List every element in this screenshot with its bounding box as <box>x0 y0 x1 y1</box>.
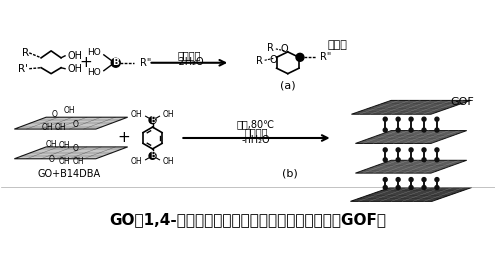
Text: GOF: GOF <box>451 97 475 107</box>
Text: B: B <box>297 53 303 62</box>
Circle shape <box>396 128 400 132</box>
Text: R": R" <box>320 52 331 62</box>
Text: 硼酸酯: 硼酸酯 <box>328 40 348 50</box>
Text: O: O <box>281 44 289 54</box>
Text: R: R <box>22 48 29 58</box>
Circle shape <box>422 117 426 121</box>
Text: O: O <box>51 110 57 119</box>
Text: OH: OH <box>54 123 66 132</box>
Circle shape <box>435 158 439 162</box>
Circle shape <box>396 186 400 189</box>
Text: OH: OH <box>131 157 142 166</box>
Polygon shape <box>352 100 471 114</box>
Circle shape <box>435 128 439 132</box>
Text: -nH₂O: -nH₂O <box>242 135 270 145</box>
Polygon shape <box>356 160 467 173</box>
Text: GO+B14DBA: GO+B14DBA <box>37 169 101 179</box>
Text: OH: OH <box>131 110 142 119</box>
Circle shape <box>422 158 426 162</box>
Circle shape <box>435 148 439 152</box>
Text: OH: OH <box>63 106 75 115</box>
Circle shape <box>435 117 439 121</box>
Circle shape <box>396 178 400 182</box>
Text: HO: HO <box>87 48 101 57</box>
Text: (b): (b) <box>282 169 298 179</box>
Circle shape <box>409 178 413 182</box>
Text: O: O <box>73 120 79 129</box>
Text: (a): (a) <box>280 81 296 90</box>
Circle shape <box>383 158 387 162</box>
Text: -2H₂O: -2H₂O <box>175 57 204 67</box>
Text: 甲醇,80℃: 甲醇,80℃ <box>237 119 275 129</box>
Circle shape <box>383 186 387 189</box>
Text: OH: OH <box>45 141 57 149</box>
Text: OH: OH <box>163 110 174 119</box>
Text: R: R <box>256 56 263 66</box>
Text: OH: OH <box>72 157 84 166</box>
Circle shape <box>435 186 439 189</box>
Circle shape <box>409 117 413 121</box>
Text: OH: OH <box>58 141 70 150</box>
Circle shape <box>396 117 400 121</box>
Text: O: O <box>270 55 277 65</box>
Text: O: O <box>73 144 79 153</box>
Circle shape <box>383 117 387 121</box>
Circle shape <box>149 117 156 124</box>
Circle shape <box>435 178 439 182</box>
Text: B: B <box>150 116 155 125</box>
Text: 共沸脱水: 共沸脱水 <box>178 50 201 60</box>
Circle shape <box>409 158 413 162</box>
Circle shape <box>149 152 156 159</box>
Circle shape <box>409 148 413 152</box>
Circle shape <box>396 148 400 152</box>
Text: O: O <box>48 155 54 164</box>
Text: OH: OH <box>163 157 174 166</box>
Polygon shape <box>14 117 127 129</box>
Text: +: + <box>118 131 130 145</box>
Text: R: R <box>267 43 274 53</box>
Circle shape <box>422 178 426 182</box>
Text: OH: OH <box>58 157 70 166</box>
Text: R': R' <box>18 64 28 74</box>
Polygon shape <box>356 131 467 144</box>
Circle shape <box>383 128 387 132</box>
Text: B: B <box>112 58 119 67</box>
Circle shape <box>422 186 426 189</box>
Circle shape <box>422 148 426 152</box>
Text: GO与1,4-苯二硼酸反应机理金额氧化石墨烯框架（GOF）: GO与1,4-苯二硼酸反应机理金额氧化石墨烯框架（GOF） <box>110 212 386 227</box>
Circle shape <box>383 148 387 152</box>
Polygon shape <box>350 188 472 201</box>
Circle shape <box>396 158 400 162</box>
Polygon shape <box>14 147 127 159</box>
Text: OH: OH <box>67 51 82 61</box>
Text: 水热合成: 水热合成 <box>244 127 268 137</box>
Circle shape <box>383 178 387 182</box>
Text: +: + <box>79 55 92 70</box>
Circle shape <box>111 58 120 67</box>
Text: OH: OH <box>67 64 82 74</box>
Circle shape <box>296 53 304 61</box>
Text: HO: HO <box>87 68 101 77</box>
Text: B: B <box>150 151 155 160</box>
Text: R": R" <box>139 58 151 68</box>
Text: OH: OH <box>41 123 53 132</box>
Circle shape <box>422 128 426 132</box>
Circle shape <box>409 186 413 189</box>
Circle shape <box>409 128 413 132</box>
